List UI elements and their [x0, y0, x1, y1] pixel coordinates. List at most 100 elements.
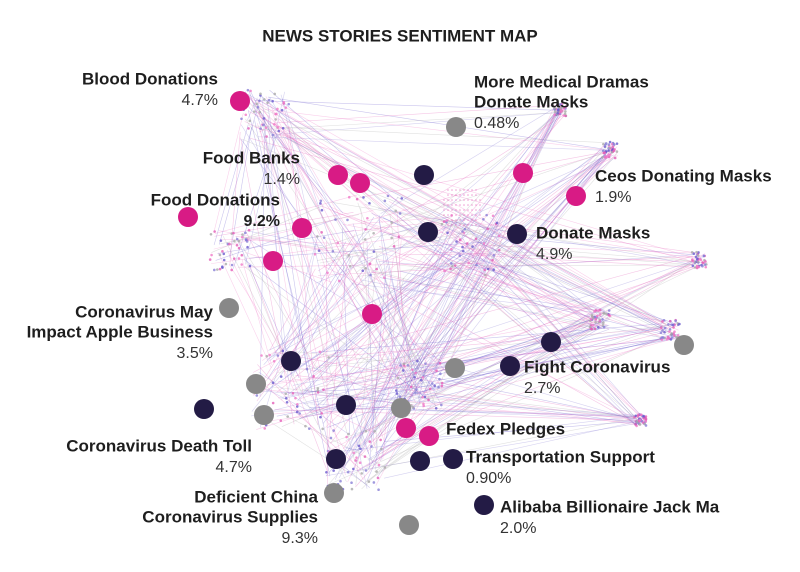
node [276, 107, 279, 111]
edge [354, 216, 460, 452]
story-node [263, 251, 283, 271]
node [437, 385, 440, 389]
node [235, 237, 239, 241]
story-node [178, 207, 198, 227]
edge [360, 207, 378, 450]
node [615, 142, 619, 145]
node [471, 204, 473, 206]
node [471, 245, 474, 248]
story-node [194, 399, 214, 419]
edge [493, 248, 646, 421]
node [247, 127, 250, 130]
edge [273, 120, 416, 403]
node [390, 236, 393, 240]
node [605, 312, 608, 316]
edge [281, 98, 368, 489]
story-name: Food Donations [151, 190, 280, 209]
node [224, 262, 228, 266]
edge [247, 93, 446, 372]
node [602, 321, 605, 324]
edge [469, 272, 665, 332]
node [222, 252, 226, 256]
edge [254, 120, 331, 477]
node [604, 143, 607, 146]
edge [277, 367, 402, 383]
node [451, 219, 453, 221]
edge [229, 127, 252, 258]
edge [400, 270, 678, 339]
edge [322, 113, 557, 406]
node [434, 407, 438, 410]
node [346, 218, 349, 222]
node [320, 411, 323, 415]
node [455, 194, 457, 196]
edge [442, 153, 611, 230]
edge [351, 255, 373, 267]
node [244, 231, 247, 235]
edge [265, 96, 421, 396]
edge [327, 242, 491, 381]
node [638, 418, 642, 422]
edge [259, 388, 414, 406]
story-share: 9.2% [244, 213, 280, 230]
node [252, 110, 256, 113]
edge [294, 147, 615, 391]
node [663, 326, 667, 330]
node [359, 447, 362, 451]
node [590, 327, 594, 331]
edge [215, 219, 336, 261]
node [459, 189, 461, 191]
edge [395, 114, 558, 406]
node [209, 232, 213, 236]
node [363, 455, 367, 458]
edge [263, 417, 368, 486]
node [607, 313, 611, 317]
node [602, 142, 605, 146]
edge [359, 152, 604, 198]
node [591, 315, 594, 318]
edge [312, 230, 486, 373]
edge [400, 144, 605, 368]
edge [432, 106, 555, 374]
edge [259, 94, 635, 425]
node [286, 415, 289, 418]
edge [350, 221, 454, 476]
story-node [391, 398, 411, 418]
story-name: Fedex Pledges [446, 419, 565, 438]
story-name: Alibaba Billionaire Jack Ma [500, 497, 720, 516]
edge [384, 254, 418, 379]
node [670, 336, 674, 339]
node [607, 155, 611, 159]
edge [403, 108, 563, 395]
node [336, 241, 340, 245]
story-label: Food Donations 9.2% [151, 190, 280, 230]
edge [256, 242, 371, 402]
edge [249, 137, 699, 264]
node [451, 194, 453, 196]
node [395, 392, 399, 395]
node [451, 204, 453, 206]
node [421, 376, 425, 379]
edge [242, 253, 288, 364]
edge [411, 322, 678, 395]
node [262, 123, 265, 127]
node [307, 427, 311, 430]
edge [397, 337, 677, 368]
edge [465, 242, 610, 320]
story-node [254, 405, 274, 425]
edge [244, 91, 368, 257]
node [240, 263, 244, 266]
story-share: 3.5% [177, 345, 213, 362]
edge [259, 116, 266, 397]
edge [464, 247, 707, 266]
node [256, 105, 260, 109]
node [665, 337, 669, 341]
edge [384, 263, 455, 271]
edge [479, 263, 663, 339]
node [603, 145, 607, 148]
node [467, 199, 469, 201]
node [673, 334, 676, 337]
node [447, 194, 449, 196]
node [406, 363, 410, 367]
node [438, 377, 441, 381]
